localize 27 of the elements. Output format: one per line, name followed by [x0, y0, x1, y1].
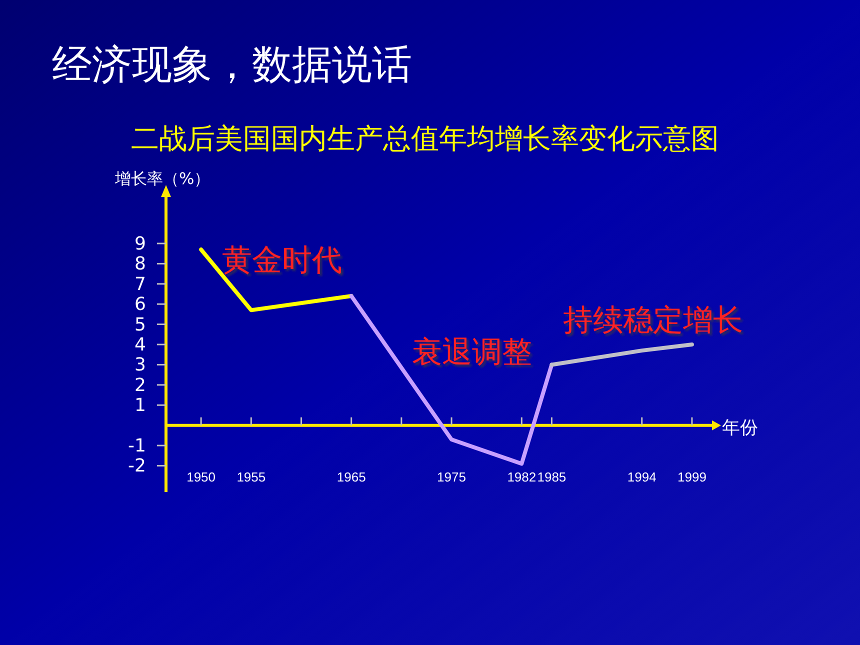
y-tick-label: 1 [134, 395, 146, 416]
x-tick-label: 1975 [437, 469, 466, 484]
x-tick-label: 1982 [507, 469, 536, 484]
x-tick-label: 1985 [537, 469, 566, 484]
y-tick-label: 3 [134, 354, 146, 376]
line-series [349, 294, 554, 466]
y-tick-label: 2 [134, 374, 146, 396]
x-tick-label: 1950 [186, 469, 216, 484]
y-tick-label: 7 [134, 274, 146, 295]
y-tick-label: 5 [134, 314, 146, 336]
x-tick-label: 1955 [236, 469, 266, 484]
y-tick-label: 8 [134, 254, 146, 275]
x-tick-label: 1965 [336, 469, 366, 484]
annotation: 持续稳定增长 [563, 303, 743, 338]
annotation: 黄金时代 [222, 243, 342, 278]
x-tick-label: 1994 [627, 469, 656, 484]
x-tick-label: 1999 [678, 469, 706, 484]
chart-subtitle: 二战后美国国内生产总值年均增长率变化示意图 [131, 122, 719, 155]
x-axis-title: 年份 [722, 417, 758, 438]
annotation: 衰退调整 [412, 335, 532, 370]
y-tick-label: 6 [134, 294, 146, 316]
y-tick-label: -2 [128, 456, 146, 477]
y-tick-label: -1 [128, 436, 146, 457]
y-tick-label: 4 [134, 334, 146, 356]
y-tick-label: 9 [134, 233, 146, 254]
y-axis-title: 增长率（%） [114, 169, 210, 188]
chart-title: 经济现象，数据说话 [52, 42, 412, 88]
